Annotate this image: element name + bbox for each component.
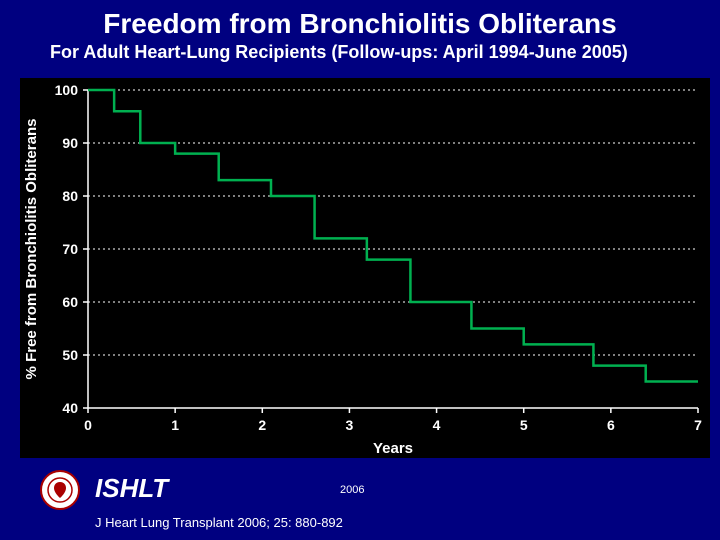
- svg-text:100: 100: [55, 82, 79, 98]
- svg-text:3: 3: [346, 417, 354, 433]
- org-label: ISHLT: [95, 473, 168, 504]
- survival-chart: 40 50 60 70 80 90 100 0 1 2 3 4 5 6 7 Years % Free from …: [20, 78, 710, 458]
- footer: ISHLT 2006 J Heart Lung Transplant 2006;…: [0, 460, 720, 540]
- citation: J Heart Lung Transplant 2006; 25: 880-89…: [95, 515, 343, 530]
- svg-text:1: 1: [171, 417, 179, 433]
- svg-text:4: 4: [433, 417, 441, 433]
- svg-text:% Free from Bronchiolitis Obli: % Free from Bronchiolitis Obliterans: [23, 119, 40, 380]
- slide: Freedom from Bronchiolitis Obliterans Fo…: [0, 0, 720, 540]
- svg-text:6: 6: [607, 417, 615, 433]
- ishlt-logo-icon: [40, 470, 80, 510]
- svg-text:70: 70: [62, 241, 78, 257]
- svg-text:80: 80: [62, 188, 78, 204]
- svg-text:90: 90: [62, 135, 78, 151]
- svg-text:60: 60: [62, 294, 78, 310]
- svg-text:50: 50: [62, 347, 78, 363]
- svg-text:0: 0: [84, 417, 92, 433]
- svg-text:40: 40: [62, 400, 78, 416]
- chart-container: 40 50 60 70 80 90 100 0 1 2 3 4 5 6 7 Years % Free from …: [20, 78, 710, 458]
- year-label: 2006: [340, 484, 364, 496]
- slide-title: Freedom from Bronchiolitis Obliterans: [0, 0, 720, 40]
- svg-text:5: 5: [520, 417, 528, 433]
- svg-text:7: 7: [694, 417, 702, 433]
- slide-subtitle: For Adult Heart-Lung Recipients (Follow-…: [0, 40, 720, 63]
- svg-text:Years: Years: [373, 440, 413, 457]
- svg-text:2: 2: [258, 417, 266, 433]
